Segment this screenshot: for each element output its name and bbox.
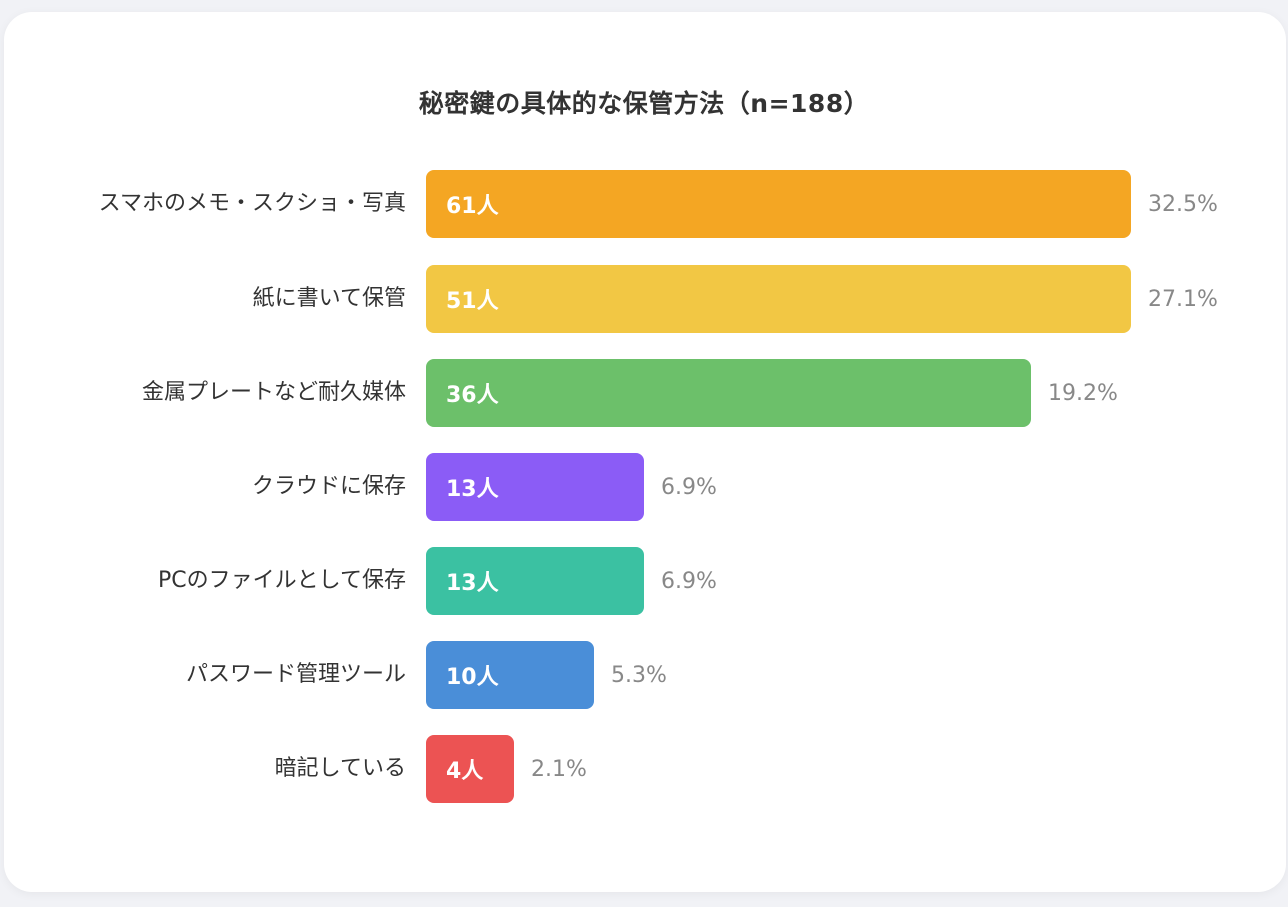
bar: 4人 bbox=[426, 735, 514, 803]
bar-value: 51人 bbox=[446, 289, 499, 314]
bar-value: 10人 bbox=[446, 665, 499, 690]
bar: 13人 bbox=[426, 453, 644, 521]
bar-row: スマホのメモ・スクショ・写真 61人 32.5% bbox=[0, 170, 1288, 238]
bar-value: 13人 bbox=[446, 477, 499, 502]
bar-percentage: 27.1% bbox=[1148, 286, 1218, 312]
bar-percentage: 6.9% bbox=[661, 474, 717, 500]
bar-row: PCのファイルとして保存 13人 6.9% bbox=[0, 547, 1288, 615]
bar: 10人 bbox=[426, 641, 594, 709]
chart-title: 秘密鍵の具体的な保管方法（n=188） bbox=[418, 89, 870, 118]
bar: 51人 bbox=[426, 265, 1131, 333]
bar-row: 金属プレートなど耐久媒体 36人 19.2% bbox=[0, 359, 1288, 427]
bar-row: クラウドに保存 13人 6.9% bbox=[0, 453, 1288, 521]
bar-label: 金属プレートなど耐久媒体 bbox=[141, 380, 406, 405]
bar-percentage: 5.3% bbox=[611, 662, 667, 688]
bar-label: クラウドに保存 bbox=[251, 474, 406, 499]
bar-label: 暗記している bbox=[274, 756, 406, 781]
bar-value: 4人 bbox=[446, 759, 484, 784]
bar: 13人 bbox=[426, 547, 644, 615]
bar-value: 13人 bbox=[446, 571, 499, 596]
bar-percentage: 6.9% bbox=[661, 568, 717, 594]
bar-percentage: 2.1% bbox=[531, 756, 587, 782]
bar-row: 紙に書いて保管 51人 27.1% bbox=[0, 265, 1288, 333]
bar-value: 36人 bbox=[446, 383, 499, 408]
bar-label: パスワード管理ツール bbox=[185, 662, 406, 687]
chart-card bbox=[4, 12, 1286, 892]
bar-label: 紙に書いて保管 bbox=[252, 286, 406, 311]
bar-row: 暗記している 4人 2.1% bbox=[0, 735, 1288, 803]
bar-label: PCのファイルとして保存 bbox=[158, 568, 406, 593]
bar-percentage: 19.2% bbox=[1048, 380, 1118, 406]
bar: 36人 bbox=[426, 359, 1031, 427]
bar: 61人 bbox=[426, 170, 1131, 238]
bar-row: パスワード管理ツール 10人 5.3% bbox=[0, 641, 1288, 709]
bar-label: スマホのメモ・スクショ・写真 bbox=[98, 191, 406, 216]
bar-percentage: 32.5% bbox=[1148, 191, 1218, 217]
bar-value: 61人 bbox=[446, 194, 499, 219]
